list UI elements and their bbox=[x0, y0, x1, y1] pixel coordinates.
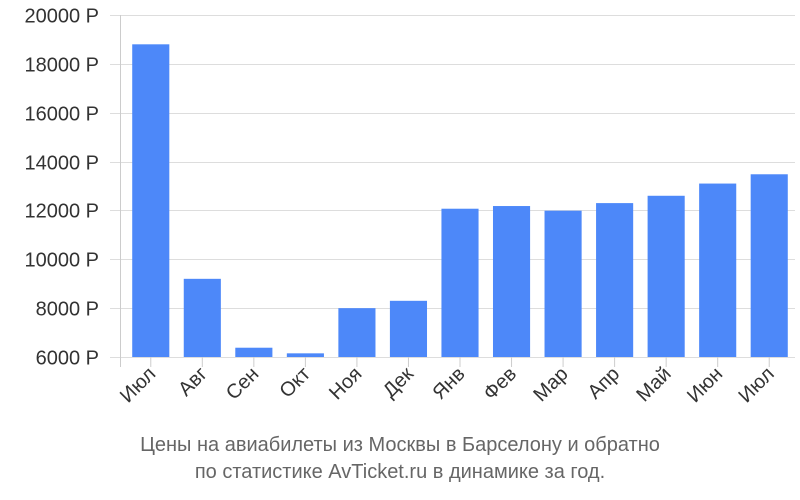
x-tick-label: Окт bbox=[276, 363, 315, 402]
y-tick-label: 10000 Р bbox=[24, 250, 99, 272]
y-tick-label: 6000 Р bbox=[36, 348, 99, 370]
x-tick-label: Янв bbox=[428, 363, 469, 404]
x-tick-labels: Июл Авг Сен Окт Ноя Дек Янв Фев Мар Апр Май Июн Июл bbox=[116, 363, 779, 407]
bar-4 bbox=[286, 353, 324, 357]
x-tick-label: Июл bbox=[116, 363, 160, 407]
bar-13 bbox=[750, 174, 788, 357]
y-tick-label: 14000 Р bbox=[24, 153, 99, 175]
y-tick-labels: 6000 Р 8000 Р 10000 Р 12000 Р 14000 Р 16000 Р… bbox=[24, 6, 99, 370]
bar-6 bbox=[389, 300, 428, 357]
axes bbox=[120, 15, 770, 367]
bar-9 bbox=[544, 210, 582, 357]
x-tick-label: Сен bbox=[222, 363, 263, 404]
x-tick-label: Авг bbox=[174, 363, 212, 401]
x-tick-label: Май bbox=[632, 363, 675, 406]
y-tick-label: 18000 Р bbox=[24, 55, 99, 77]
x-tick-label: Июл bbox=[734, 363, 778, 407]
x-tick-label: Мар bbox=[529, 363, 572, 406]
bar-1 bbox=[132, 44, 170, 358]
y-tick-label: 8000 Р bbox=[36, 299, 99, 321]
y-tick-label: 16000 Р bbox=[24, 104, 99, 126]
x-tick-label: Апр bbox=[584, 363, 625, 404]
bar-10 bbox=[596, 203, 634, 357]
y-tick-label: 12000 Р bbox=[24, 201, 99, 223]
bar-3 bbox=[235, 347, 273, 357]
chart-caption-line-2: по статистике AvTicket.ru в динамике за … bbox=[194, 461, 606, 483]
chart-caption-line-1: Цены на авиабилеты из Москвы в Барселону… bbox=[140, 434, 660, 456]
bar-8 bbox=[492, 206, 531, 357]
y-tick-label: 20000 Р bbox=[24, 6, 99, 28]
bar-12 bbox=[699, 183, 737, 357]
x-tick-label: Дек bbox=[379, 363, 418, 402]
x-tick-label: Фев bbox=[479, 363, 521, 405]
x-tick-label: Ноя bbox=[325, 363, 366, 404]
bar-7 bbox=[441, 208, 479, 357]
bars bbox=[132, 44, 788, 358]
bar-5 bbox=[338, 308, 376, 357]
bar-11 bbox=[647, 195, 685, 357]
x-tick-label: Июн bbox=[683, 363, 727, 407]
bar-2 bbox=[183, 278, 221, 357]
